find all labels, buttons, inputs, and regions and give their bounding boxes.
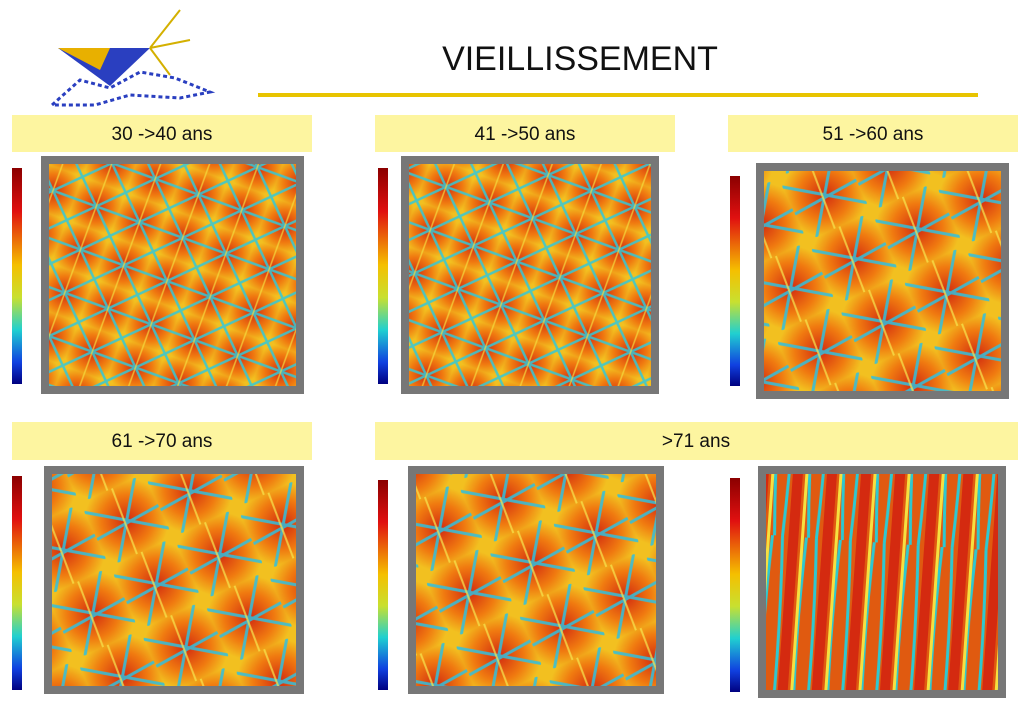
skin-map (48, 470, 300, 690)
color-bar (12, 476, 22, 690)
color-bar (730, 176, 740, 386)
skin-map (405, 160, 655, 390)
skin-map (45, 160, 300, 390)
age-label: 41 ->50 ans (475, 124, 576, 145)
age-label: 51 ->60 ans (823, 124, 924, 145)
color-bar (378, 168, 388, 384)
page: {"header": {"title": "VIEILLISSEMENT"}, … (0, 0, 1018, 706)
color-bar (378, 480, 388, 690)
title: VIEILLISSEMENT (442, 40, 718, 78)
color-bar (730, 478, 740, 692)
color-bar (12, 168, 22, 384)
logo (52, 10, 210, 105)
slide: VIEILLISSEMENT 30 ->40 ans 41 ->50 ans 5… (0, 0, 1018, 706)
age-label: 30 ->40 ans (112, 124, 213, 145)
skin-map (412, 470, 660, 690)
age-label: >71 ans (662, 431, 730, 452)
skin-map (760, 167, 1005, 395)
skin-map (762, 470, 1002, 694)
age-label: 61 ->70 ans (112, 431, 213, 452)
